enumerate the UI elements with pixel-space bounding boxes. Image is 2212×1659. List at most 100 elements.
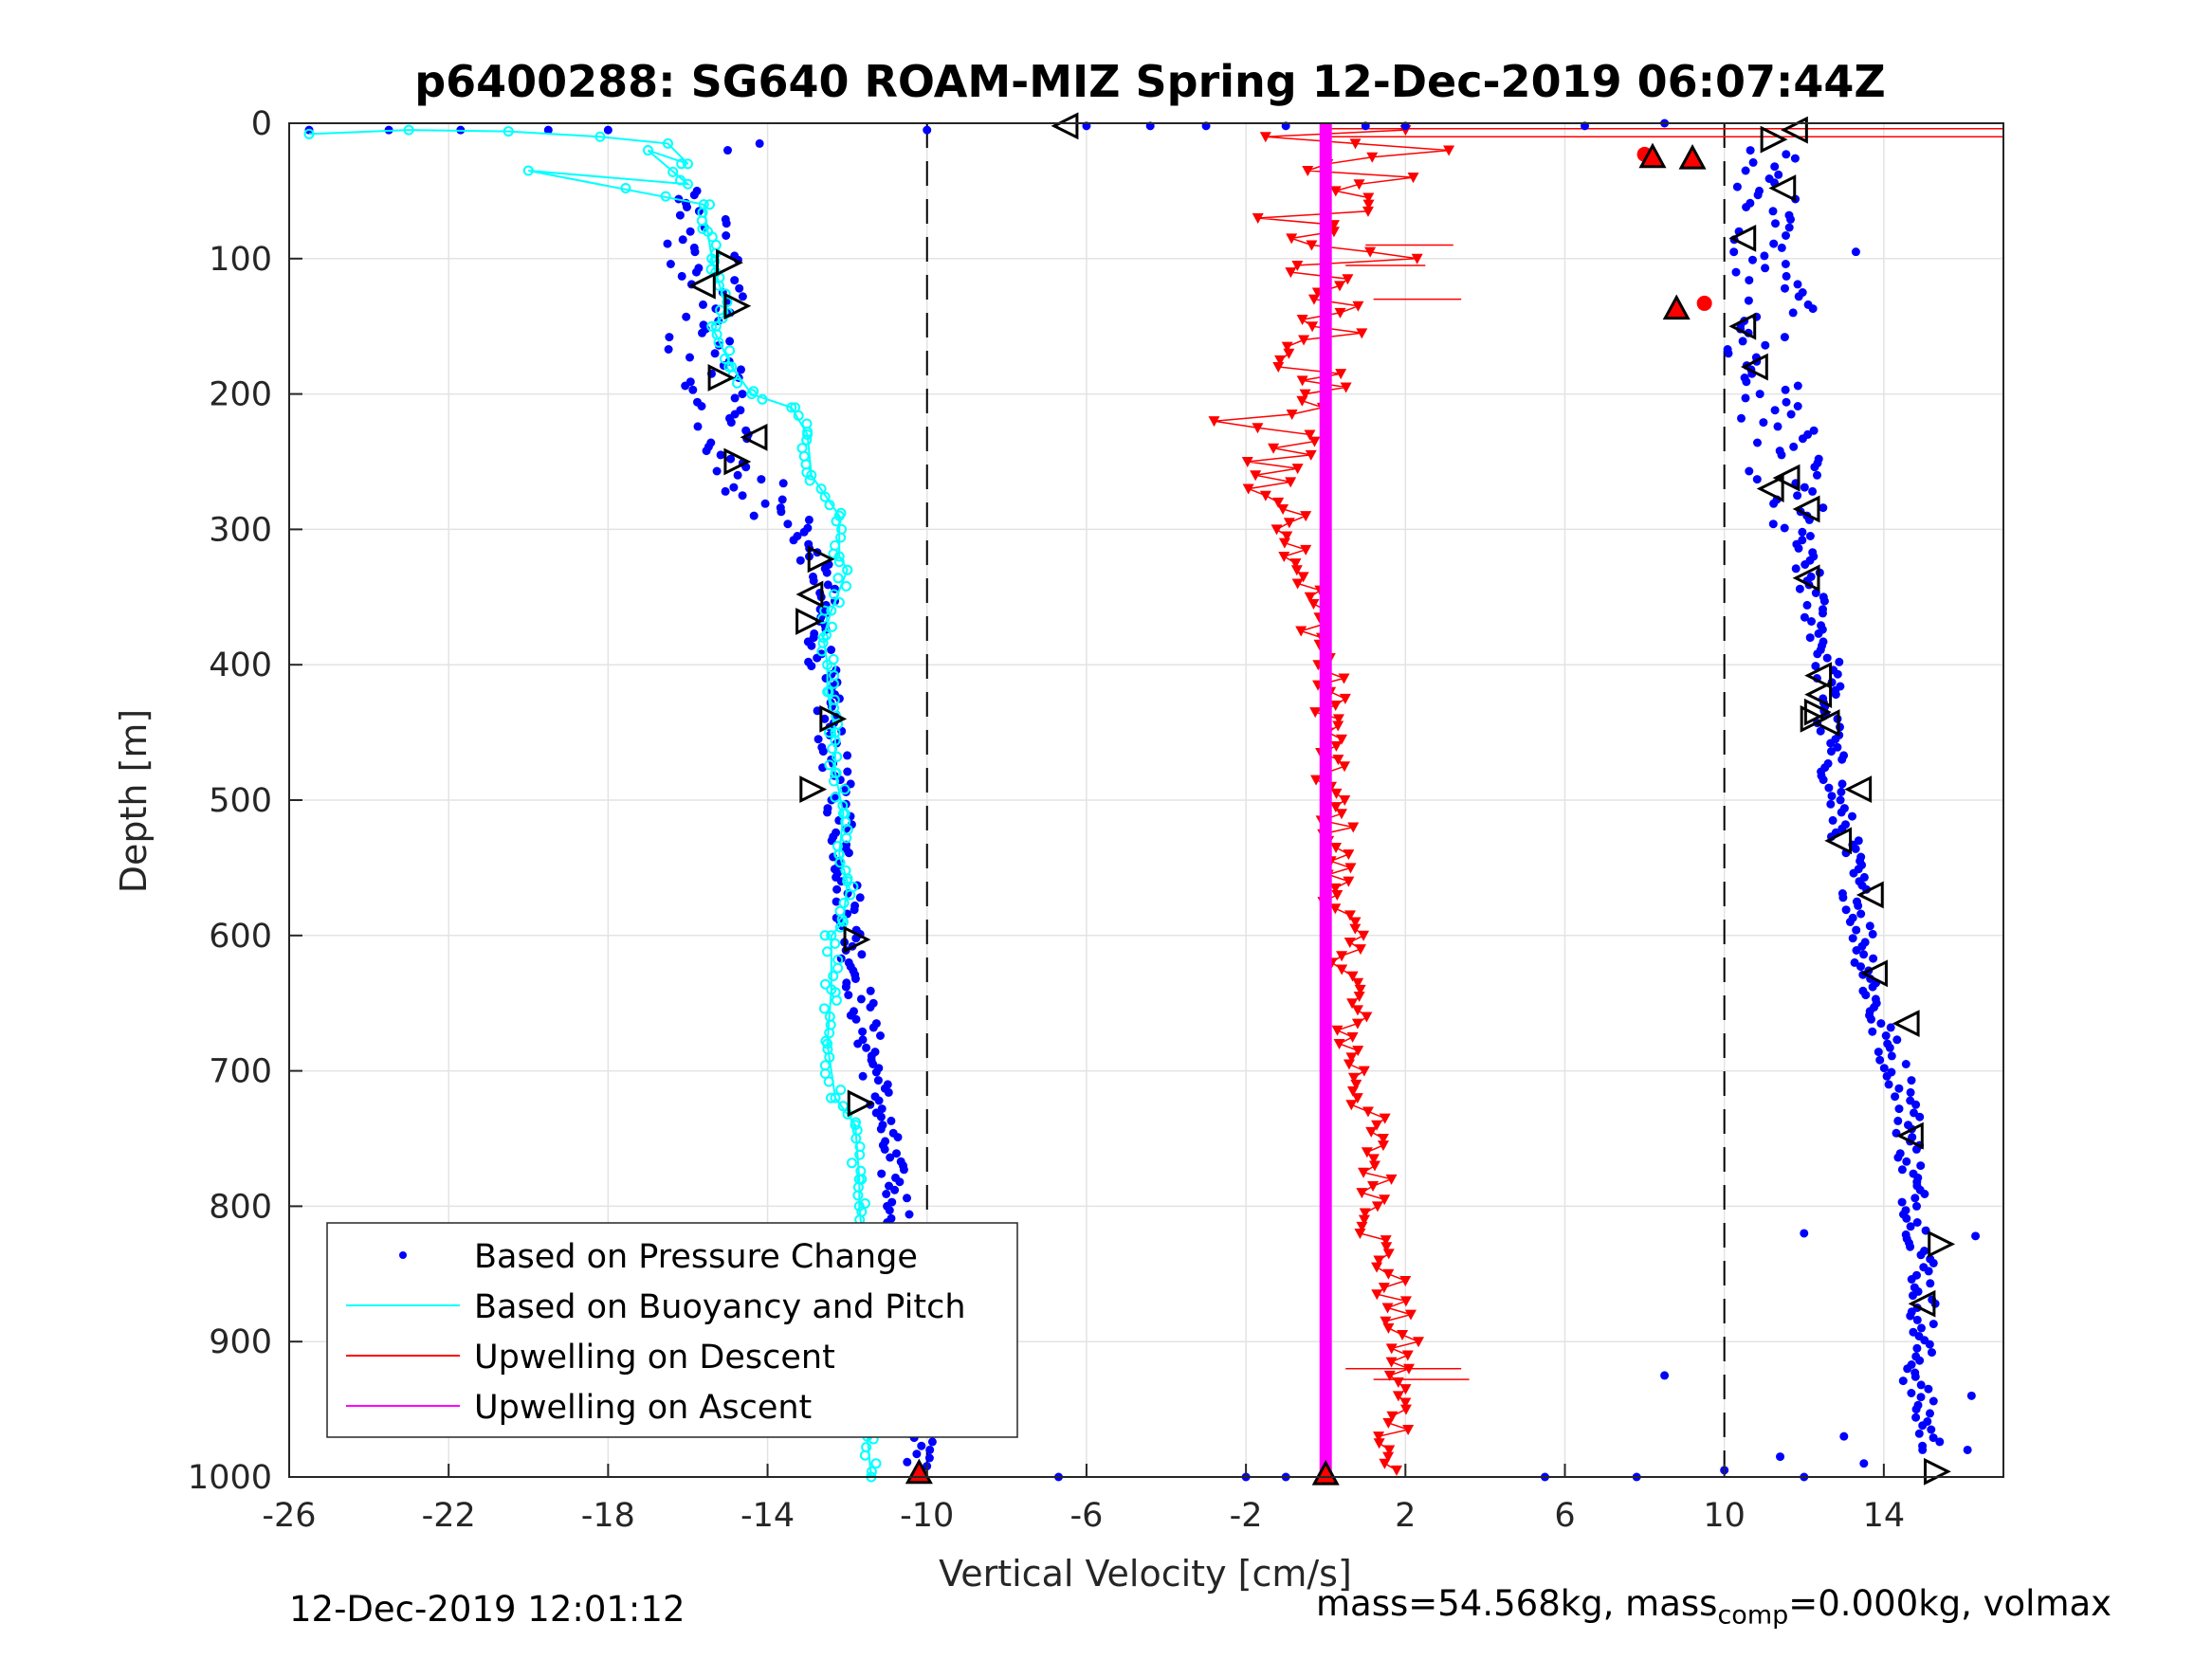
pressure-point: [858, 1071, 868, 1081]
buoyancy-point: [303, 128, 315, 139]
descent-marker: [1377, 1140, 1389, 1152]
descent-marker: [1271, 524, 1283, 536]
pressure-point: [1732, 182, 1742, 191]
pressure-point: [1849, 868, 1858, 878]
y-tick-label: 300: [209, 511, 272, 549]
descent-marker: [1300, 544, 1312, 556]
pressure-point: [722, 231, 731, 240]
descent-marker: [1362, 199, 1375, 210]
pressure-point: [1800, 1229, 1809, 1238]
pressure-point: [665, 333, 674, 342]
pressure-point: [1915, 1356, 1925, 1365]
open-triangle-right-marker: [819, 704, 848, 733]
descent-marker: [1407, 173, 1419, 184]
open-triangle-right-marker: [847, 1089, 875, 1118]
pressure-point: [903, 1194, 911, 1203]
descent-marker: [1329, 802, 1342, 813]
x-tick-label: -14: [740, 1497, 795, 1535]
pressure-point: [1789, 442, 1799, 451]
pressure-point: [1893, 1116, 1903, 1125]
descent-marker: [1268, 443, 1280, 454]
descent-marker: [1351, 1005, 1363, 1016]
pressure-point: [873, 1076, 883, 1085]
descent-marker: [1338, 673, 1350, 684]
descent-marker: [1335, 369, 1347, 380]
pressure-point: [1914, 1429, 1924, 1438]
y-tick-label: 100: [209, 241, 272, 279]
pressure-point: [1935, 1437, 1945, 1447]
descent-marker: [1362, 192, 1375, 204]
pressure-point: [1786, 214, 1795, 224]
descent-marker: [1289, 558, 1302, 570]
descent-marker: [1342, 274, 1354, 285]
descent-marker: [1380, 1316, 1392, 1327]
open-triangle-right-marker: [707, 364, 736, 392]
pressure-point: [1881, 1031, 1891, 1040]
pressure-point: [886, 1153, 895, 1162]
descent-marker: [1382, 1322, 1395, 1334]
pressure-point: [851, 1014, 861, 1024]
pressure-point: [1926, 1409, 1934, 1418]
buoyancy-point: [866, 1466, 877, 1477]
x-tick-label: 10: [1703, 1497, 1746, 1535]
pressure-point: [892, 1149, 901, 1158]
pressure-point: [1856, 962, 1865, 972]
pressure-point: [1831, 690, 1840, 700]
pressure-point: [1759, 418, 1768, 428]
pressure-point: [927, 1437, 937, 1447]
pressure-point: [1836, 722, 1844, 732]
buoyancy-point: [852, 1190, 864, 1201]
pressure-point: [1915, 1112, 1925, 1121]
buoyancy-point: [796, 443, 808, 454]
descent-marker: [1364, 246, 1377, 258]
pressure-point: [1906, 1222, 1915, 1231]
pressure-point: [1851, 247, 1860, 257]
open-triangle-left-marker: [1895, 1121, 1924, 1150]
descent-marker: [1347, 1072, 1360, 1084]
buoyancy-point: [594, 131, 606, 142]
descent-marker: [1285, 477, 1297, 488]
pressure-point: [1782, 397, 1791, 407]
pressure-point: [862, 1043, 871, 1052]
pressure-point: [686, 227, 695, 236]
buoyancy-point: [798, 450, 810, 462]
descent-marker: [1359, 1208, 1371, 1219]
pressure-point: [820, 714, 830, 723]
pressure-point: [664, 345, 673, 354]
descent-marker: [1281, 531, 1293, 542]
pressure-point: [1837, 779, 1847, 789]
open-triangle-right-marker: [723, 292, 752, 320]
buoyancy-point: [819, 930, 831, 941]
chart-title: p6400288: SG640 ROAM-MIZ Spring 12-Dec-2…: [414, 56, 1886, 107]
pressure-point: [1928, 1348, 1936, 1358]
pressure-point: [1907, 1275, 1916, 1284]
descent-marker: [1259, 490, 1271, 501]
filled-triangle-marker: [1678, 143, 1707, 170]
pressure-point: [1729, 247, 1739, 257]
pressure-point: [917, 1441, 926, 1450]
pressure-point: [813, 653, 822, 663]
buoyancy-point: [822, 1038, 833, 1049]
pressure-point: [1822, 653, 1832, 663]
descent-marker: [1335, 734, 1347, 745]
descent-marker: [1286, 410, 1298, 421]
pressure-point: [1868, 929, 1877, 939]
pressure-point: [1761, 264, 1770, 273]
pressure-point: [1776, 1452, 1785, 1462]
pressure-point: [1874, 1048, 1883, 1057]
descent-marker: [1377, 1134, 1389, 1144]
pressure-point: [1781, 260, 1790, 268]
pressure-point: [777, 495, 787, 504]
buoyancy-point: [842, 564, 853, 575]
buoyancy-point: [837, 917, 849, 928]
pressure-point: [1807, 617, 1816, 626]
descent-marker: [1358, 1066, 1370, 1077]
buoyancy-point: [682, 178, 693, 190]
buoyancy-point: [793, 410, 804, 421]
open-triangle-left-marker: [687, 271, 716, 300]
filled-triangle-marker: [1638, 142, 1667, 169]
pressure-point: [789, 536, 798, 545]
descent-marker: [1382, 1417, 1395, 1429]
legend-label-descent: Upwelling on Descent: [474, 1339, 835, 1376]
buoyancy-point: [835, 532, 847, 543]
